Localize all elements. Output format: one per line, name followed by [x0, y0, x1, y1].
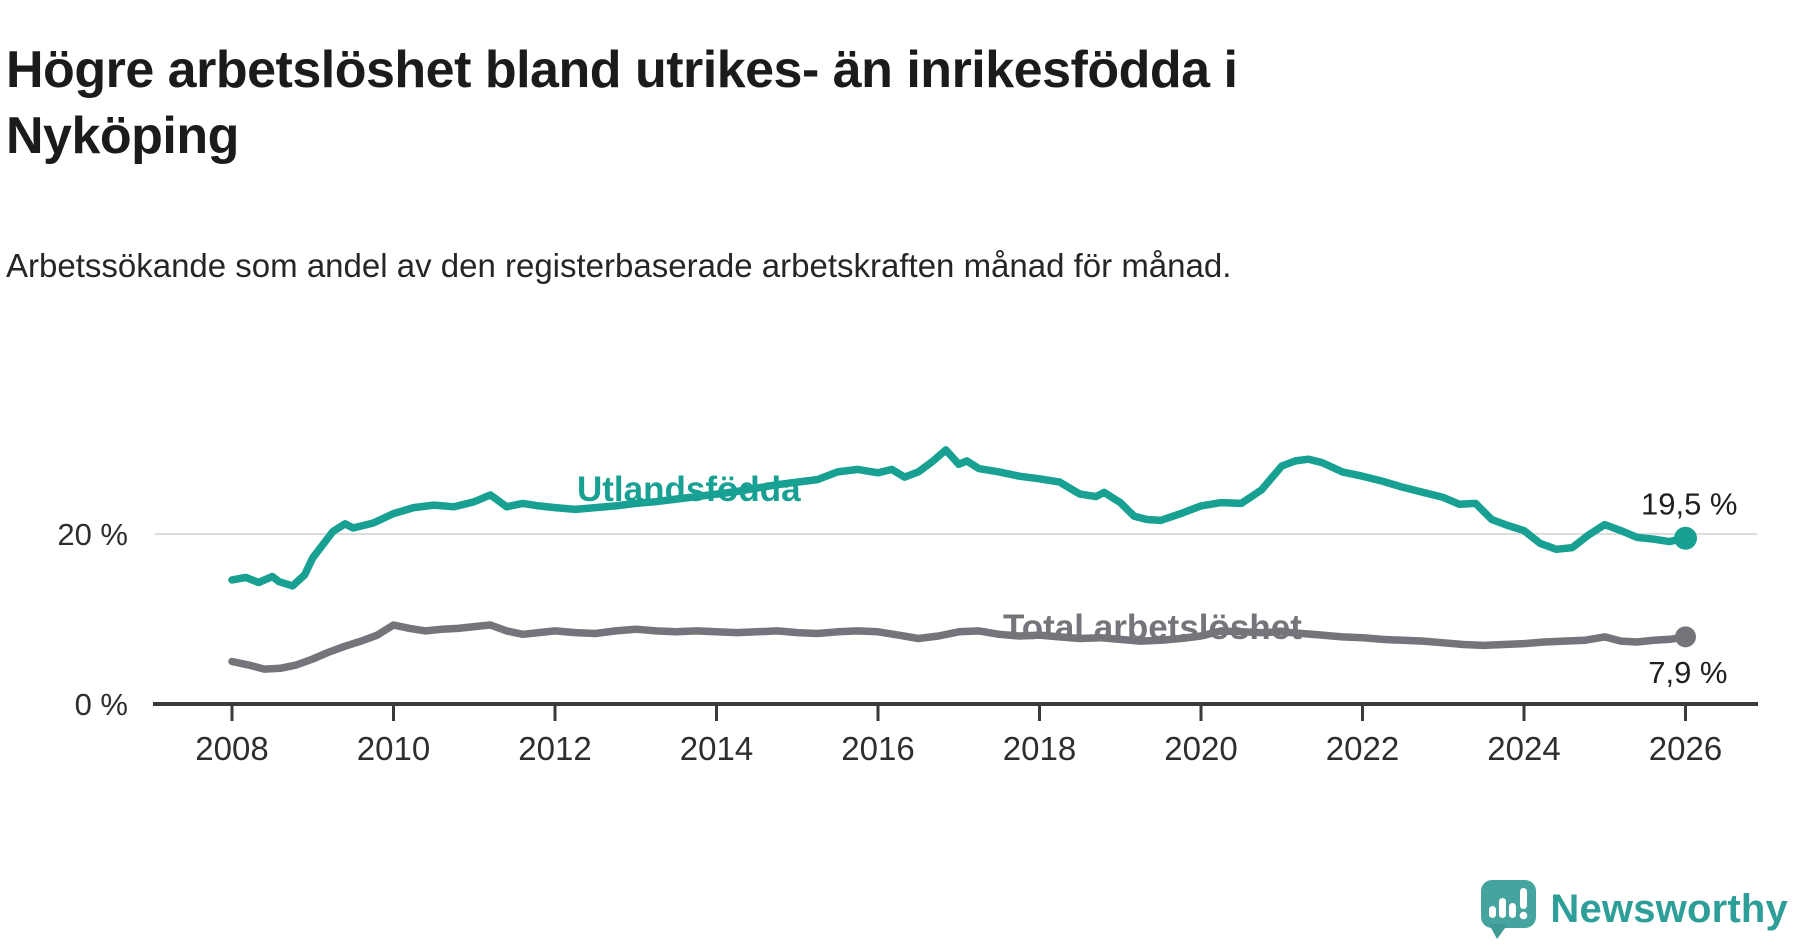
x-tick-label-2010: 2010 [357, 730, 430, 767]
newsworthy-branding: Newsworthy [1480, 878, 1788, 940]
chart-subtitle: Arbetssökande som andel av den registerb… [6, 247, 1232, 284]
end-value-label-utlandsfodda: 19,5 % [1641, 486, 1738, 521]
x-tick-label-2020: 2020 [1164, 730, 1237, 767]
x-tick-label-2026: 2026 [1649, 730, 1722, 767]
x-tick-label-2024: 2024 [1487, 730, 1560, 767]
page-title: Högre arbetslöshet bland utrikes- än inr… [6, 40, 1238, 165]
x-tick-label-2014: 2014 [680, 730, 753, 767]
x-tick-label-2016: 2016 [841, 730, 914, 767]
newsworthy-chart-bubble-icon [1481, 880, 1537, 939]
end-dot-utlandsfodda [1674, 526, 1697, 550]
x-tick-label-2018: 2018 [1003, 730, 1076, 767]
newsworthy-wordmark: Newsworthy [1550, 886, 1788, 931]
line-total [228, 621, 1690, 673]
y-axis-label-20: 20 % [57, 517, 128, 552]
end-value-label-total: 7,9 % [1648, 655, 1727, 690]
end-dot-total [1675, 626, 1696, 648]
series-label-total: Total arbetslöshet [1003, 608, 1302, 647]
y-axis-label-0: 0 % [75, 687, 128, 722]
series-label-utlandsfodda: Utlandsfödda [577, 470, 801, 509]
line-utlandsfodda [228, 446, 1690, 590]
x-tick-label-2012: 2012 [518, 730, 591, 767]
x-tick-label-2008: 2008 [195, 730, 268, 767]
x-tick-label-2022: 2022 [1326, 730, 1399, 767]
